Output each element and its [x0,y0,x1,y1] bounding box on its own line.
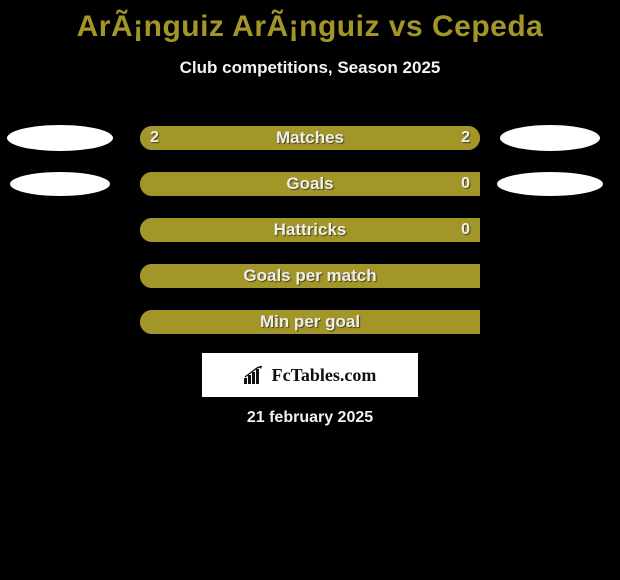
right-disc-icon [500,125,600,151]
stat-value-right: 2 [461,126,470,150]
watermark-text: FcTables.com [272,365,377,386]
stat-bar-left-fill [140,172,480,196]
stat-bar-right-fill [310,126,480,150]
page-title: ArÃ¡nguiz ArÃ¡nguiz vs Cepeda [0,0,620,44]
stat-bar-left-fill [140,310,480,334]
stat-bar [140,218,480,242]
stat-value-right: 0 [461,218,470,242]
left-disc-icon [10,172,110,196]
stat-bar-left-fill [140,126,310,150]
comparison-row: Matches22 [0,124,620,170]
footer-date: 21 february 2025 [0,409,620,427]
comparison-row: Goals0 [0,170,620,216]
stat-bar-left-fill [140,218,480,242]
content: ArÃ¡nguiz ArÃ¡nguiz vs Cepeda Club compe… [0,0,620,580]
stat-bar [140,172,480,196]
comparison-row: Min per goal [0,308,620,354]
stat-bar-left-fill [140,264,480,288]
watermark-logo: FcTables.com [202,353,418,397]
right-disc-icon [497,172,603,196]
stat-bar [140,264,480,288]
left-disc-icon [7,125,113,151]
page-subtitle: Club competitions, Season 2025 [0,58,620,78]
comparison-row: Hattricks0 [0,216,620,262]
stat-bar [140,310,480,334]
stat-value-left: 2 [150,126,159,150]
bar-chart-icon [244,366,266,384]
comparison-rows: Matches22Goals0Hattricks0Goals per match… [0,124,620,354]
stat-bar [140,126,480,150]
comparison-row: Goals per match [0,262,620,308]
stat-value-right: 0 [461,172,470,196]
